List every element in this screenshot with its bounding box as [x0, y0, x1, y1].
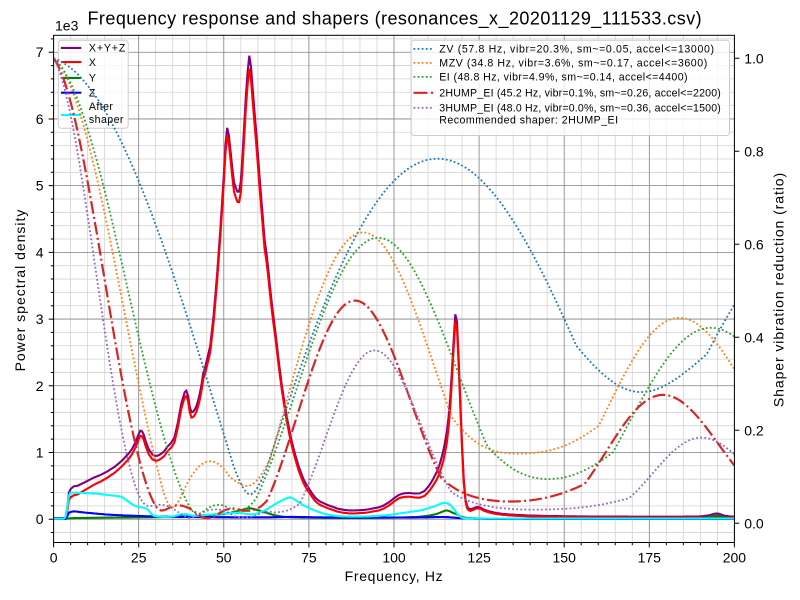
svg-text:Y: Y: [89, 73, 96, 85]
svg-text:0.4: 0.4: [744, 329, 764, 345]
svg-text:Power spectral density: Power spectral density: [12, 209, 28, 372]
svg-text:3HUMP_EI (48.0 Hz, vibr=0.0%,: 3HUMP_EI (48.0 Hz, vibr=0.0%, sm~=0.36, …: [439, 103, 721, 115]
svg-text:After: After: [89, 101, 114, 113]
svg-text:0: 0: [36, 511, 44, 527]
svg-text:7: 7: [36, 44, 44, 60]
svg-text:MZV (34.8 Hz, vibr=3.6%, sm~=0: MZV (34.8 Hz, vibr=3.6%, sm~=0.17, accel…: [439, 58, 708, 70]
svg-text:2HUMP_EI (45.2 Hz, vibr=0.1%,: 2HUMP_EI (45.2 Hz, vibr=0.1%, sm~=0.26, …: [439, 88, 721, 100]
svg-text:3: 3: [36, 311, 44, 327]
svg-text:0.8: 0.8: [744, 143, 764, 159]
svg-text:X: X: [89, 57, 96, 69]
svg-text:2: 2: [36, 378, 44, 394]
svg-text:75: 75: [301, 550, 317, 566]
svg-text:Z: Z: [89, 87, 96, 99]
svg-text:1: 1: [36, 445, 44, 461]
svg-text:Recommended shaper: 2HUMP_EI: Recommended shaper: 2HUMP_EI: [439, 115, 618, 127]
svg-text:50: 50: [216, 550, 232, 566]
svg-text:200: 200: [723, 550, 747, 566]
svg-text:125: 125: [467, 550, 491, 566]
svg-text:0.2: 0.2: [744, 422, 764, 438]
svg-text:ZV (57.8 Hz, vibr=20.3%, sm~=0: ZV (57.8 Hz, vibr=20.3%, sm~=0.05, accel…: [439, 44, 714, 56]
svg-text:0.6: 0.6: [744, 236, 764, 252]
svg-text:100: 100: [382, 550, 406, 566]
svg-text:Shaper vibration reduction (ra: Shaper vibration reduction (ratio): [771, 172, 787, 407]
svg-text:EI (48.8 Hz, vibr=4.9%, sm~=0.: EI (48.8 Hz, vibr=4.9%, sm~=0.14, accel<…: [439, 72, 688, 84]
svg-text:5: 5: [36, 178, 44, 194]
svg-text:0.0: 0.0: [744, 515, 764, 531]
svg-text:1e3: 1e3: [55, 18, 79, 34]
svg-text:X+Y+Z: X+Y+Z: [89, 43, 126, 55]
svg-text:Frequency, Hz: Frequency, Hz: [345, 568, 444, 584]
svg-text:6: 6: [36, 111, 44, 127]
svg-text:175: 175: [638, 550, 662, 566]
svg-text:0: 0: [50, 550, 58, 566]
svg-text:4: 4: [36, 244, 44, 260]
svg-text:150: 150: [553, 550, 577, 566]
svg-text:1.0: 1.0: [744, 50, 764, 66]
svg-text:Frequency response and shapers: Frequency response and shapers (resonanc…: [87, 8, 702, 29]
svg-text:25: 25: [131, 550, 147, 566]
svg-text:shaper: shaper: [89, 114, 124, 126]
